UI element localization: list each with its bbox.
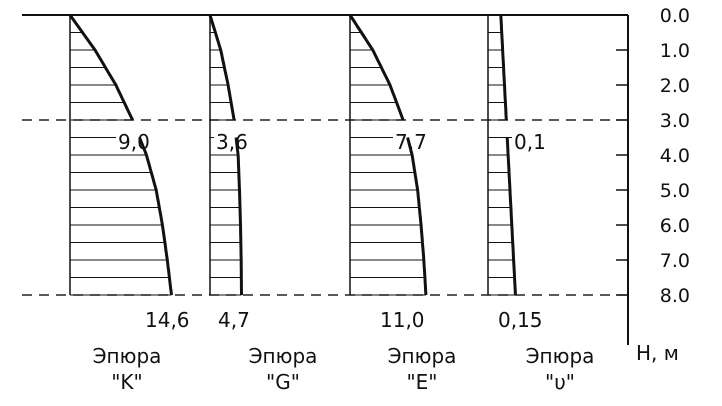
diagram-k: 9,0 14,6 Эпюра "K" (68, 14, 190, 394)
diagram-g-symbol: "G" (266, 370, 300, 394)
diagram-g-mid-value: 3,6 (216, 130, 248, 154)
diagram-curve (234, 137, 243, 295)
diagram-curve (505, 137, 517, 296)
depth-tick-label: 1.0 (660, 40, 690, 62)
diagram-poisson-mid-value: 0,1 (514, 130, 546, 154)
depth-tick-label: 4.0 (660, 145, 690, 167)
diagram-hatching (70, 32, 172, 296)
diagram-hatching (350, 32, 426, 296)
diagram-curve (406, 137, 428, 296)
diagram-curve (68, 14, 134, 121)
depth-tick-label: 3.0 (660, 110, 690, 132)
diagram-curve (348, 14, 405, 121)
diagram-k-title: Эпюра (93, 344, 162, 368)
diagram-g-bottom-value: 4,7 (218, 308, 250, 332)
depth-tick-label: 0.0 (660, 5, 690, 27)
depth-tick-label: 8.0 (660, 285, 690, 307)
diagram-poisson-bottom-value: 0,15 (498, 308, 543, 332)
diagram-poisson: 0,1 0,15 Эпюра "υ" (487, 14, 595, 394)
diagram-curve (208, 14, 236, 121)
diagram-poisson-symbol: "υ" (545, 370, 575, 394)
depth-tick-label: 5.0 (660, 180, 690, 202)
diagram-k-symbol: "K" (111, 370, 143, 394)
diagram-e-mid-value: 7,7 (395, 130, 427, 154)
depth-axis-unit-label: H, м (636, 341, 679, 365)
diagram-curve (138, 136, 173, 296)
diagram-hatching (488, 32, 516, 296)
depth-tick-label: 6.0 (660, 215, 690, 237)
diagram-curve (499, 14, 508, 121)
depth-axis-ticks: 0.0 1.0 2.0 3.0 4.0 5.0 6.0 7.0 8.0 (616, 5, 690, 307)
diagram-e-symbol: "E" (406, 370, 437, 394)
diagram-k-bottom-value: 14,6 (145, 308, 190, 332)
diagram-g: 3,6 4,7 Эпюра "G" (208, 14, 318, 394)
diagram-poisson-title: Эпюра (526, 344, 595, 368)
diagram-k-mid-value: 9,0 (118, 130, 150, 154)
depth-tick-label: 7.0 (660, 250, 690, 272)
diagram-e-bottom-value: 11,0 (380, 308, 425, 332)
diagram-e: 7,7 11,0 Эпюра "E" (348, 14, 457, 394)
diagram-e-title: Эпюра (388, 344, 457, 368)
depth-tick-label: 2.0 (660, 75, 690, 97)
diagram-g-title: Эпюра (249, 344, 318, 368)
